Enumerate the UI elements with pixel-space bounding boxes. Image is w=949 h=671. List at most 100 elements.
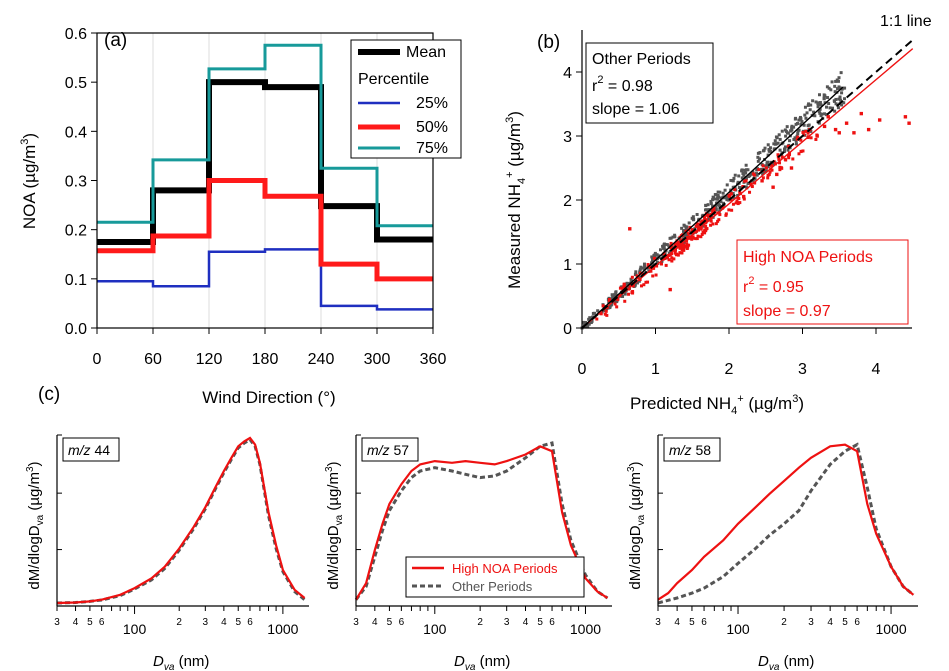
high-point <box>631 291 635 295</box>
other-point <box>685 231 689 235</box>
other-point <box>839 71 843 75</box>
x-tick-label: 100 <box>726 621 750 637</box>
other-point <box>737 186 741 190</box>
high-point <box>711 210 715 214</box>
high-point <box>753 173 757 177</box>
other-point <box>743 168 747 172</box>
other-point <box>816 105 820 109</box>
y-tick-label: 0.1 <box>65 272 87 289</box>
high-point <box>670 256 674 260</box>
y-tick-label: 3 <box>563 129 572 146</box>
other-point <box>783 145 787 149</box>
x-axis-label-unit: (nm) <box>174 653 209 670</box>
mz-label: m/z 58 <box>669 442 711 458</box>
other-point <box>799 122 803 126</box>
high-point <box>907 121 911 125</box>
high-point <box>673 250 677 254</box>
other-point <box>737 174 741 178</box>
x-tick-label: 1000 <box>570 621 601 637</box>
high-point <box>599 312 603 316</box>
high-point <box>764 166 768 170</box>
high-point <box>761 176 765 180</box>
x-axis-label-sub: va <box>164 662 175 671</box>
other-point <box>703 208 707 212</box>
other-point <box>658 248 662 252</box>
high-point <box>748 190 752 194</box>
high-point <box>685 247 689 251</box>
high-point <box>655 264 659 268</box>
high-point <box>712 209 716 213</box>
x-tick-label: 2 <box>477 617 483 628</box>
other-point <box>803 113 807 117</box>
other-point <box>731 185 735 189</box>
other-point <box>746 181 750 185</box>
high-point <box>646 263 650 267</box>
x-axis-label-unit: (nm) <box>779 653 814 670</box>
other-point <box>766 165 770 169</box>
panel-a-x-axis: 0 60 120 180 240 300 360 <box>93 328 446 368</box>
high-point <box>636 276 640 280</box>
other-point <box>673 233 677 237</box>
other-point <box>806 103 810 107</box>
other-point <box>772 142 776 146</box>
other-point <box>633 284 637 288</box>
high-point <box>690 228 694 232</box>
other-point <box>813 114 817 118</box>
high-point <box>696 234 700 238</box>
y-axis-label-sub: va <box>35 514 46 525</box>
high-point <box>729 192 733 196</box>
high-point <box>703 229 707 233</box>
panel-b-y-axis-label: Measured NH4+ (µg/m3) <box>504 111 528 289</box>
other-point <box>794 142 798 146</box>
other-point <box>783 149 787 153</box>
other-point <box>716 197 720 201</box>
high-point <box>806 131 810 135</box>
other-point <box>785 131 789 135</box>
other-point <box>621 294 625 298</box>
x-tick-label: 3 <box>808 617 814 628</box>
high-point <box>804 129 808 133</box>
high-point <box>743 179 747 183</box>
other-point <box>596 309 600 313</box>
other-point <box>744 171 748 175</box>
other-point <box>802 123 806 127</box>
other-point <box>709 208 713 212</box>
other-point <box>591 315 595 319</box>
other-point <box>683 233 687 237</box>
high-point <box>667 258 671 262</box>
other-point <box>744 185 748 189</box>
panel-a-legend-subtitle: Percentile <box>358 71 429 88</box>
other-point <box>691 215 695 219</box>
other-point <box>637 279 641 283</box>
high-point <box>787 154 791 158</box>
high-point <box>705 213 709 217</box>
high-point <box>685 242 689 246</box>
other-point <box>588 316 592 320</box>
panel-a-legend-box <box>350 39 462 159</box>
y-tick-label: 0.2 <box>65 223 87 240</box>
other-point <box>794 116 798 120</box>
other-point <box>751 170 755 174</box>
x-tick-label: 6 <box>247 617 253 628</box>
other-point <box>629 277 633 281</box>
other-point <box>590 319 594 323</box>
high-point <box>750 185 754 189</box>
other-point <box>758 157 762 161</box>
high-point <box>608 297 612 301</box>
other-point <box>634 270 638 274</box>
x-tick-label: 2 <box>176 617 182 628</box>
other-point <box>725 183 729 187</box>
x-tick-label: 6 <box>99 617 105 628</box>
other-point <box>754 172 758 176</box>
panel-b-points <box>580 71 911 330</box>
other-point <box>843 97 847 101</box>
other-point <box>808 108 812 112</box>
high-fit-line <box>581 48 914 329</box>
legend-label-high: High NOA Periods <box>452 561 558 576</box>
high-point <box>628 227 632 231</box>
x-tick-label: 4 <box>73 617 79 628</box>
other-point <box>741 171 745 175</box>
other-point <box>764 164 768 168</box>
